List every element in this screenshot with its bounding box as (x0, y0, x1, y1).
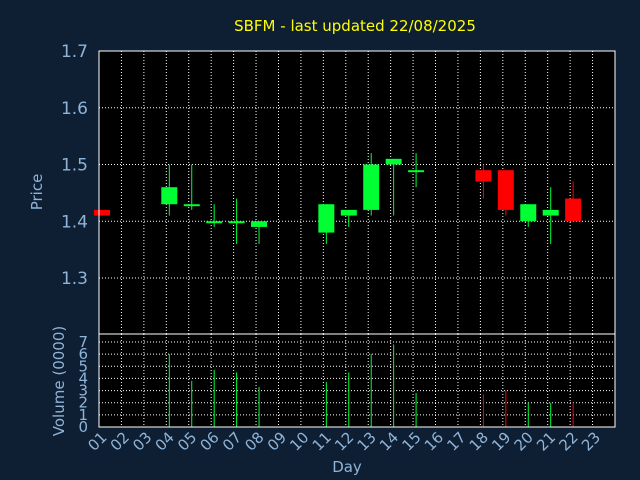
price-tick-label: 1.4 (61, 212, 88, 232)
volume-plot-area (99, 334, 615, 427)
candle-body (385, 158, 402, 165)
candle-body (94, 209, 110, 216)
candle-body (475, 170, 492, 182)
candle-body (520, 204, 537, 222)
candle-body (363, 164, 380, 210)
candle-body (340, 209, 357, 216)
volume-tick-label: 5 (78, 357, 88, 375)
price-tick-label: 1.5 (61, 156, 88, 176)
price-tick-label: 1.3 (61, 269, 88, 289)
price-axis-label: Price (28, 174, 46, 211)
x-tick-label: 23 (578, 428, 604, 454)
volume-tick-label: 4 (78, 369, 88, 387)
x-tick-labels: 0102030405060708091011121314151617181920… (84, 428, 604, 454)
price-tick-label: 1.7 (61, 42, 88, 62)
candle-body (565, 198, 582, 222)
candle-body (228, 221, 245, 224)
candle-body (183, 204, 200, 207)
volume-tick-label: 1 (78, 406, 88, 424)
candles (94, 153, 582, 244)
volume-tick-label: 7 (78, 333, 88, 351)
volume-axis-label: Volume (0000) (50, 326, 68, 436)
price-tick-labels: 1.3 1.4 1.5 1.6 1.7 (61, 42, 88, 289)
price-tick-label: 1.6 (61, 99, 88, 119)
volume-plot-border (98, 333, 616, 428)
volume-tick-label: 2 (78, 394, 88, 412)
candle-body (161, 187, 178, 205)
volume-bars (168, 344, 574, 427)
candle-body (318, 204, 335, 233)
price-plot-area (99, 51, 615, 334)
volume-tick-label: 0 (78, 418, 88, 436)
candle-body (542, 209, 559, 216)
chart-title: SBFM - last updated 22/08/2025 (234, 17, 476, 35)
candle-body (251, 221, 268, 227)
candle-body (497, 170, 514, 210)
x-axis-label: Day (332, 458, 362, 476)
volume-tick-label: 6 (78, 345, 88, 363)
volume-tick-label: 3 (78, 382, 88, 400)
candle-body (206, 221, 223, 224)
candle-body (408, 170, 425, 173)
